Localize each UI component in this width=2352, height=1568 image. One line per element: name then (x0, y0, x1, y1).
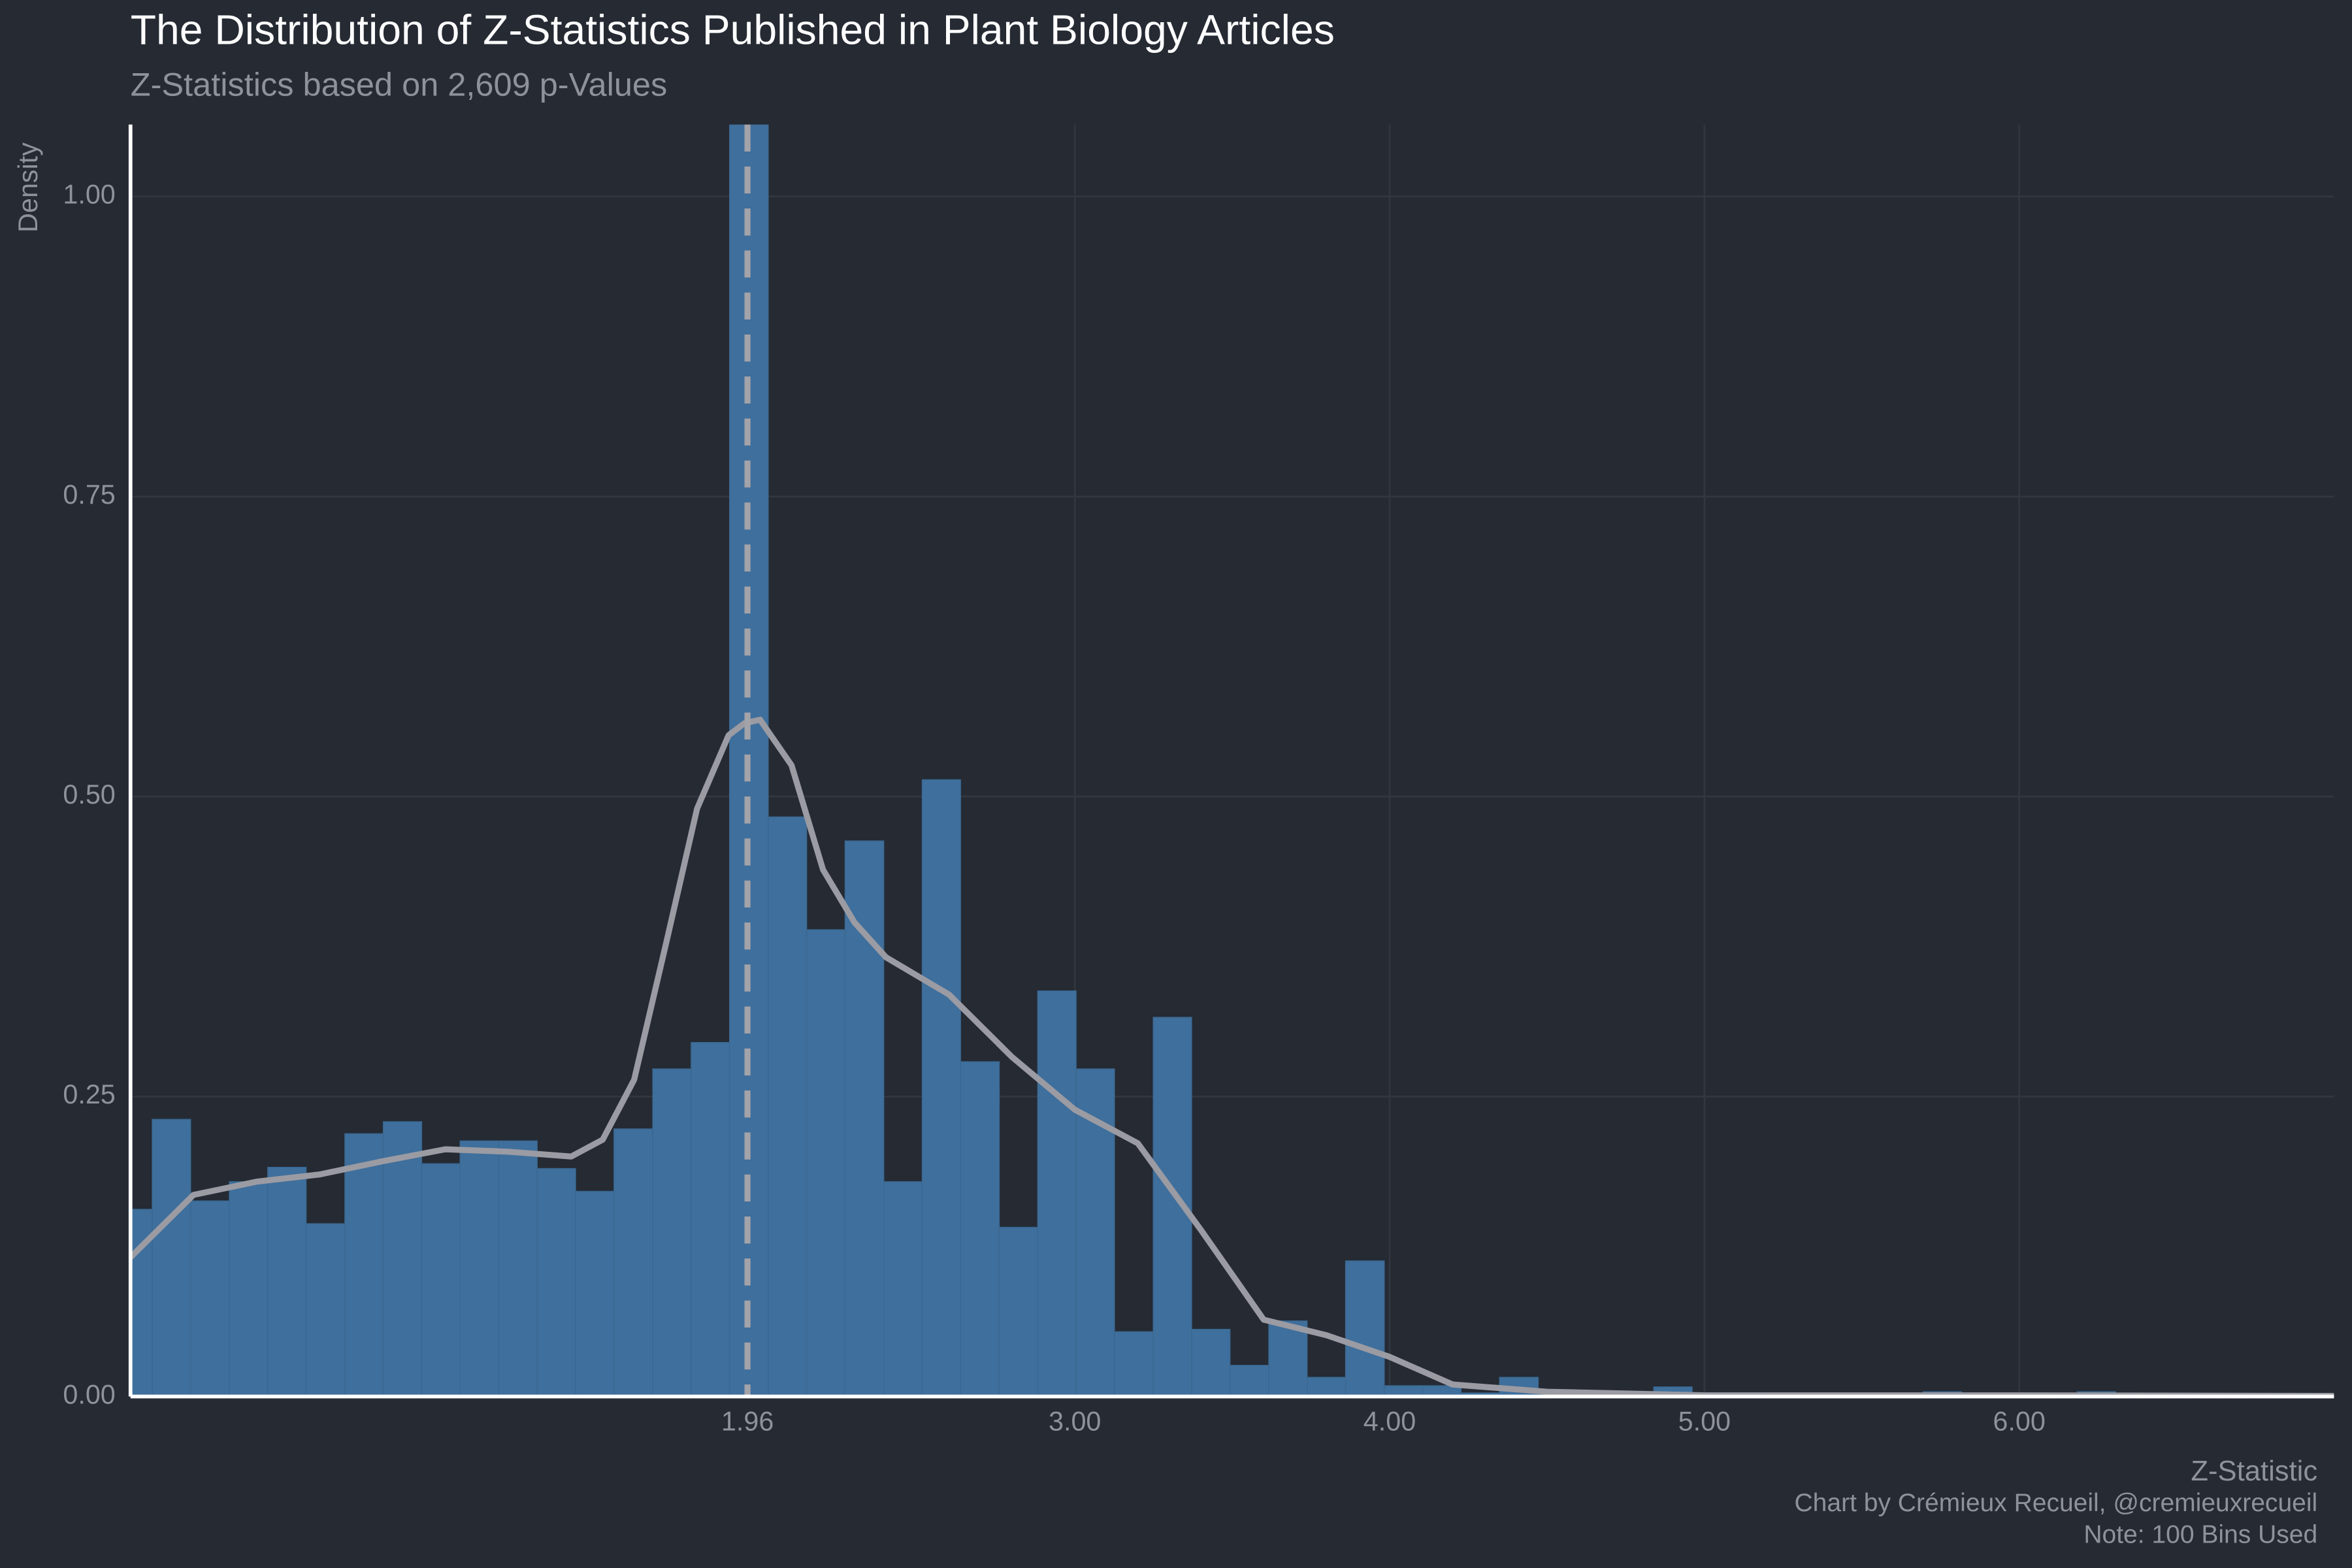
plot-area (130, 124, 2334, 1397)
bar (1037, 990, 1077, 1397)
bar (267, 1166, 307, 1397)
bar (305, 1223, 346, 1397)
bar (998, 1226, 1039, 1397)
bar (459, 1140, 500, 1397)
bar (844, 840, 885, 1397)
chart-subtitle: Z-Statistics based on 2,609 p-Values (131, 66, 668, 103)
bar (1268, 1320, 1308, 1397)
bar (190, 1200, 230, 1397)
bar (229, 1181, 269, 1397)
x-tick-label: 5.00 (1678, 1407, 1731, 1437)
y-tick-label: 0.50 (63, 779, 115, 809)
bar (1307, 1377, 1347, 1397)
bar (575, 1190, 615, 1397)
y-axis-title: Density (13, 142, 43, 233)
x-tick-label: 1.96 (721, 1407, 774, 1437)
bar (1345, 1260, 1385, 1397)
bar (921, 779, 961, 1397)
bar (806, 929, 846, 1397)
bar (536, 1168, 576, 1397)
y-tick-label: 0.75 (63, 480, 115, 510)
bar (1230, 1365, 1269, 1397)
bar (652, 1068, 692, 1397)
y-tick-label: 0.00 (63, 1379, 115, 1409)
bar (421, 1163, 461, 1397)
bar (1191, 1328, 1231, 1397)
x-tick-label: 3.00 (1049, 1407, 1101, 1437)
caption: Chart by Crémieux Recueil, @cremieuxrecu… (1795, 1489, 2318, 1517)
x-tick-label: 6.00 (1993, 1407, 2045, 1437)
bar (613, 1128, 653, 1397)
bar (883, 1181, 923, 1397)
y-tick-label: 1.00 (63, 180, 115, 210)
bar (344, 1133, 384, 1397)
bar (691, 1041, 730, 1397)
x-tick-label: 4.00 (1364, 1407, 1416, 1437)
bar (382, 1121, 423, 1397)
bar (960, 1061, 1000, 1397)
bar (152, 1119, 191, 1397)
bar (1114, 1331, 1154, 1397)
bar (768, 816, 808, 1397)
x-axis-title: Z-Statistic (2191, 1456, 2317, 1487)
bar (498, 1140, 538, 1397)
caption: Note: 100 Bins Used (2083, 1520, 2317, 1548)
y-tick-label: 0.25 (63, 1079, 115, 1109)
chart-title: The Distribution of Z-Statistics Publish… (131, 6, 1335, 53)
density-curve (130, 716, 2334, 1397)
